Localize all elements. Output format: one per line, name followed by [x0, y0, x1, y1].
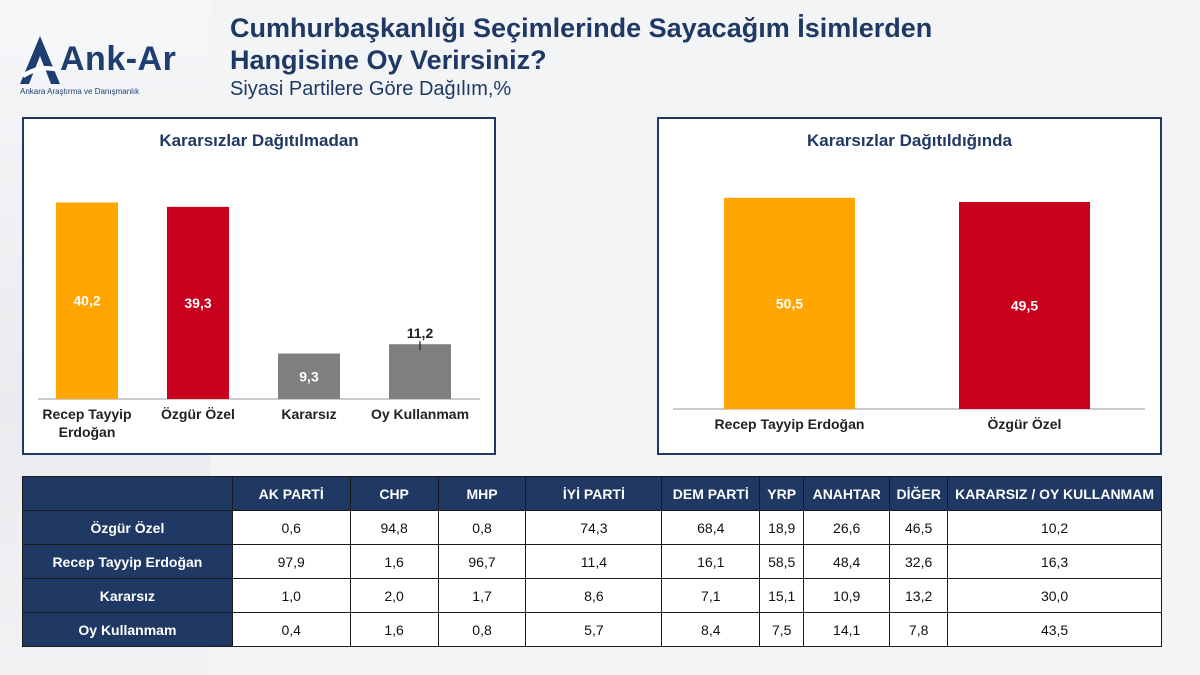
table-cell: 58,5: [759, 544, 805, 579]
category-label: Oy Kullanmam: [371, 406, 469, 422]
table-cell: 10,2: [947, 510, 1162, 545]
table-cell: 1,6: [349, 612, 439, 647]
row-header: Özgür Özel: [22, 510, 233, 545]
row-header: Recep Tayyip Erdoğan: [22, 544, 233, 579]
table-row: Oy Kullanmam 0,4 1,6 0,8 5,7 8,4 7,5 14,1 7,8 43,…: [22, 612, 1162, 647]
chart-panel-undistributed: Kararsızlar Dağıtılmadan 40,2 Recep Tayyi…: [22, 117, 496, 455]
table-cell: 7,5: [759, 612, 805, 647]
column-header: YRP: [759, 476, 805, 511]
bar: [389, 344, 451, 399]
row-header: Kararsız: [22, 578, 233, 613]
column-header: CHP: [349, 476, 439, 511]
table-cell: 2,0: [349, 578, 439, 613]
column-header: MHP: [437, 476, 527, 511]
table-row: Özgür Özel 0,6 94,8 0,8 74,3 68,4 18,9 26,6 46,5…: [22, 510, 1162, 545]
bar-chart-distributed: 50,5 Recep Tayyip Erdoğan 49,5 Özgür Özel: [673, 197, 1145, 432]
chart-panel-distributed: Kararsızlar Dağıtıldığında 50,5 Recep Tay…: [657, 117, 1162, 455]
table-cell: 48,4: [803, 544, 891, 579]
column-header: AK PARTİ: [231, 476, 351, 511]
data-label: 9,3: [299, 368, 319, 384]
table-cell: 74,3: [525, 510, 663, 545]
column-header: İYİ PARTİ: [525, 476, 663, 511]
bar: [959, 202, 1090, 409]
table-cell: 0,4: [231, 612, 351, 647]
table-cell: 68,4: [661, 510, 761, 545]
logo-name: Ank-Ar: [60, 40, 177, 78]
category-label: Recep Tayyip Erdoğan: [42, 406, 131, 440]
table-body: Özgür Özel 0,6 94,8 0,8 74,3 68,4 18,9 26,6 46,5…: [22, 510, 1162, 647]
bar: [278, 353, 340, 399]
table-cell: 7,1: [661, 578, 761, 613]
page-title: Cumhurbaşkanlığı Seçimlerinde Sayacağım …: [230, 12, 1130, 76]
table-cell: 1,0: [231, 578, 351, 613]
table-cell: 13,2: [889, 578, 949, 613]
table-cell: 46,5: [889, 510, 949, 545]
category-label: Özgür Özel: [161, 406, 235, 422]
column-header: ANAHTAR: [803, 476, 891, 511]
bar: [724, 197, 855, 409]
logo: Ank-Ar Ankara Araştırma ve Danışmanlık: [18, 32, 193, 102]
table-row: Recep Tayyip Erdoğan 97,9 1,6 96,7 11,4 16,1 5…: [22, 544, 1162, 579]
category-label: Kararsız: [281, 406, 336, 422]
table-cell: 8,4: [661, 612, 761, 647]
bar: [56, 202, 118, 399]
row-header: Oy Kullanmam: [22, 612, 233, 647]
table-cell: 96,7: [437, 544, 527, 579]
chart-title-distributed: Kararsızlar Dağıtıldığında: [807, 131, 1012, 150]
data-label: 40,2: [73, 293, 100, 309]
data-label: 50,5: [776, 295, 803, 311]
bar: [167, 206, 229, 399]
table-cell: 14,1: [803, 612, 891, 647]
data-label: 39,3: [184, 295, 211, 311]
logo-mark-icon: [20, 36, 60, 84]
table-cell: 8,6: [525, 578, 663, 613]
table-cell: 26,6: [803, 510, 891, 545]
table-header-row: AK PARTİ CHP MHP İYİ PARTİ DEM PARTİ YRP…: [22, 476, 1162, 511]
data-label: 49,5: [1011, 298, 1038, 314]
table-row: Kararsız 1,0 2,0 1,7 8,6 7,1 15,1 10,9 13,2 30,0: [22, 578, 1162, 613]
page-title-line-2: Hangisine Oy Verirsiniz?: [230, 45, 547, 75]
table-cell: 1,6: [349, 544, 439, 579]
chart-title-undistributed: Kararsızlar Dağıtılmadan: [159, 131, 359, 150]
category-label: Recep Tayyip Erdoğan: [715, 416, 865, 432]
logo-tagline: Ankara Araştırma ve Danışmanlık: [20, 87, 140, 96]
column-header: DEM PARTİ: [661, 476, 761, 511]
table-cell: 30,0: [947, 578, 1162, 613]
table-cell: 43,5: [947, 612, 1162, 647]
page-title-line-1: Cumhurbaşkanlığı Seçimlerinde Sayacağım …: [230, 13, 933, 43]
table-cell: 0,6: [231, 510, 351, 545]
data-label: 11,2: [407, 325, 434, 341]
table-cell: 0,8: [437, 510, 527, 545]
column-header: DİĞER: [889, 476, 949, 511]
column-header: KARARSIZ / OY KULLANMAM: [947, 476, 1162, 511]
page-subtitle: Siyasi Partilere Göre Dağılım,%: [230, 78, 512, 100]
table-cell: 15,1: [759, 578, 805, 613]
bar-chart-undistributed: 40,2 Recep Tayyip Erdoğan 39,3 Özgür Özel 9,3…: [38, 202, 480, 440]
table-cell: 1,7: [437, 578, 527, 613]
table-cell: 97,9: [231, 544, 351, 579]
table-cell: 7,8: [889, 612, 949, 647]
table-cell: 94,8: [349, 510, 439, 545]
table-cell: 32,6: [889, 544, 949, 579]
party-breakdown-table: AK PARTİ CHP MHP İYİ PARTİ DEM PARTİ YRP…: [22, 476, 1162, 647]
table-cell: 0,8: [437, 612, 527, 647]
table-cell: 11,4: [525, 544, 663, 579]
table-cell: 16,1: [661, 544, 761, 579]
table-cell: 18,9: [759, 510, 805, 545]
table-cell: 5,7: [525, 612, 663, 647]
category-label: Özgür Özel: [988, 416, 1062, 432]
table-corner-cell: [22, 476, 233, 511]
table-cell: 10,9: [803, 578, 891, 613]
table-cell: 16,3: [947, 544, 1162, 579]
